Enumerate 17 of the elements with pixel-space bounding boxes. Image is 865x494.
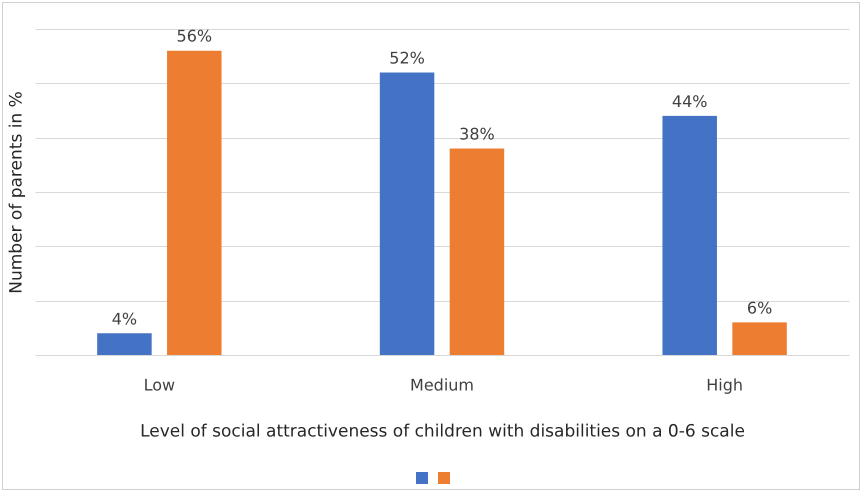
- x-tick-label: High: [706, 376, 744, 394]
- data-label: 38%: [459, 124, 495, 144]
- y-axis-title: Number of parents in %: [6, 91, 26, 294]
- data-label: 4%: [112, 309, 138, 328]
- x-tick-label: Medium: [410, 376, 474, 394]
- data-label: 44%: [672, 92, 708, 111]
- bar: [732, 322, 787, 355]
- bar: [380, 72, 434, 355]
- data-label: 56%: [176, 26, 212, 46]
- bar: [167, 50, 222, 355]
- bar: [662, 116, 717, 355]
- bar: [97, 333, 152, 355]
- x-tick-label: Low: [144, 376, 176, 394]
- data-label: 6%: [746, 298, 772, 318]
- x-axis-title: Level of social attractiveness of children with disabilities on a 0-6 scale: [140, 422, 745, 442]
- bar: [450, 148, 504, 355]
- data-label: 52%: [389, 48, 425, 68]
